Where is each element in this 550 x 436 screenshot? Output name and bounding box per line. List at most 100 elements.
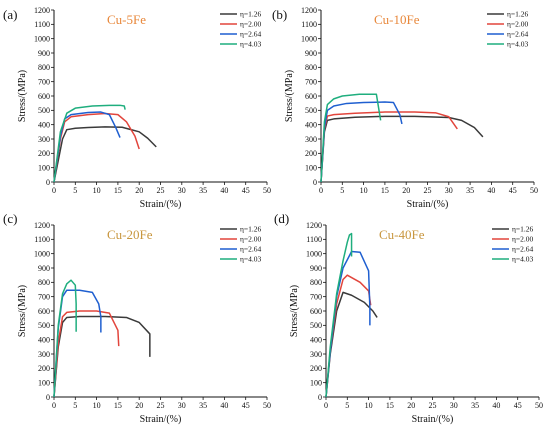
series-line-3: [53, 111, 121, 183]
x-tick-label: 20: [402, 186, 410, 195]
y-axis-title: Stress/(MPa): [284, 70, 295, 122]
x-tick-label: 45: [509, 186, 517, 195]
y-tick-label: 800: [305, 63, 317, 72]
y-tick-label: 100: [305, 163, 317, 172]
y-tick-label: 400: [305, 120, 317, 129]
legend-label: η=1.26: [240, 10, 262, 19]
series-line-4: [53, 104, 126, 183]
panel-label: (a): [3, 7, 17, 22]
chart-panel-4: (d)0100200300400500600700800900100011001…: [274, 211, 543, 425]
x-tick-label: 50: [263, 186, 271, 195]
x-tick-label: 35: [199, 186, 207, 195]
legend-label: η=2.64: [512, 245, 534, 254]
x-tick-label: 40: [487, 186, 495, 195]
y-tick-label: 900: [305, 49, 317, 58]
y-tick-label: 800: [38, 63, 50, 72]
x-axis-title: Strain/(%): [407, 199, 449, 210]
legend-label: η=2.64: [240, 245, 262, 254]
y-tick-label: 1000: [306, 249, 322, 258]
x-tick-label: 35: [199, 401, 207, 410]
x-tick-label: 15: [114, 401, 122, 410]
y-tick-label: 100: [38, 378, 50, 387]
y-tick-label: 1000: [34, 249, 50, 258]
x-tick-label: 30: [178, 186, 186, 195]
x-tick-label: 50: [535, 401, 543, 410]
y-tick-label: 200: [310, 364, 322, 373]
x-tick-label: 40: [220, 401, 228, 410]
series-line-2: [53, 310, 120, 398]
x-tick-label: 5: [73, 186, 77, 195]
chart-title: Cu-40Fe: [379, 227, 425, 242]
series-line-1: [320, 115, 484, 183]
y-tick-label: 600: [38, 307, 50, 316]
y-tick-label: 1200: [34, 221, 50, 230]
x-tick-label: 20: [407, 401, 415, 410]
y-tick-label: 200: [305, 149, 317, 158]
x-tick-label: 30: [450, 401, 458, 410]
x-tick-label: 10: [93, 401, 101, 410]
x-tick-label: 40: [492, 401, 500, 410]
y-tick-label: 600: [38, 92, 50, 101]
x-tick-label: 10: [365, 401, 373, 410]
x-tick-label: 20: [135, 186, 143, 195]
x-tick-label: 0: [52, 186, 56, 195]
x-tick-label: 0: [52, 401, 56, 410]
y-tick-label: 300: [310, 350, 322, 359]
y-tick-label: 400: [38, 335, 50, 344]
x-tick-label: 5: [73, 401, 77, 410]
y-tick-label: 400: [310, 335, 322, 344]
y-tick-label: 0: [313, 178, 317, 187]
y-tick-label: 1200: [301, 6, 317, 15]
y-tick-label: 600: [305, 92, 317, 101]
legend-label: η=2.00: [240, 235, 262, 244]
x-tick-label: 15: [386, 401, 394, 410]
y-tick-label: 1100: [34, 20, 50, 29]
x-tick-label: 30: [445, 186, 453, 195]
y-axis-title: Stress/(MPa): [17, 70, 28, 122]
y-tick-label: 700: [305, 77, 317, 86]
x-tick-label: 45: [514, 401, 522, 410]
y-tick-label: 200: [38, 364, 50, 373]
x-tick-label: 25: [424, 186, 432, 195]
y-tick-label: 900: [38, 49, 50, 58]
panel-label: (c): [3, 211, 17, 226]
x-tick-label: 15: [114, 186, 122, 195]
chart-panel-2: (b)0100200300400500600700800900100011001…: [272, 6, 538, 210]
x-tick-label: 0: [324, 401, 328, 410]
series-line-4: [320, 93, 382, 183]
x-tick-label: 50: [530, 186, 538, 195]
chart-panel-1: (a)0100200300400500600700800900100011001…: [3, 6, 271, 210]
x-tick-label: 0: [319, 186, 323, 195]
y-tick-label: 500: [38, 321, 50, 330]
y-tick-label: 700: [38, 77, 50, 86]
y-tick-label: 100: [310, 378, 322, 387]
y-tick-label: 500: [310, 321, 322, 330]
y-tick-label: 1100: [306, 235, 322, 244]
x-tick-label: 35: [466, 186, 474, 195]
series-line-2: [320, 111, 458, 183]
x-axis-title: Strain/(%): [140, 414, 182, 425]
x-tick-label: 35: [471, 401, 479, 410]
x-tick-label: 25: [157, 401, 165, 410]
chart-panel-3: (c)0100200300400500600700800900100011001…: [3, 211, 271, 425]
x-tick-label: 50: [263, 401, 271, 410]
legend-label: η=4.03: [240, 40, 262, 49]
panel-label: (b): [272, 7, 287, 22]
y-tick-label: 900: [38, 264, 50, 273]
series-line-4: [325, 232, 353, 398]
x-tick-label: 25: [429, 401, 437, 410]
x-tick-label: 30: [178, 401, 186, 410]
series-line-1: [53, 126, 157, 183]
series-line-3: [320, 101, 403, 183]
x-tick-label: 5: [345, 401, 349, 410]
y-tick-label: 300: [38, 135, 50, 144]
y-tick-label: 0: [318, 393, 322, 402]
x-axis-title: Strain/(%): [140, 199, 182, 210]
legend-label: η=2.00: [512, 235, 534, 244]
y-tick-label: 1200: [34, 6, 50, 15]
y-tick-label: 500: [305, 106, 317, 115]
y-tick-label: 800: [38, 278, 50, 287]
y-axis-title: Stress/(MPa): [289, 285, 300, 337]
series-line-1: [53, 315, 151, 398]
